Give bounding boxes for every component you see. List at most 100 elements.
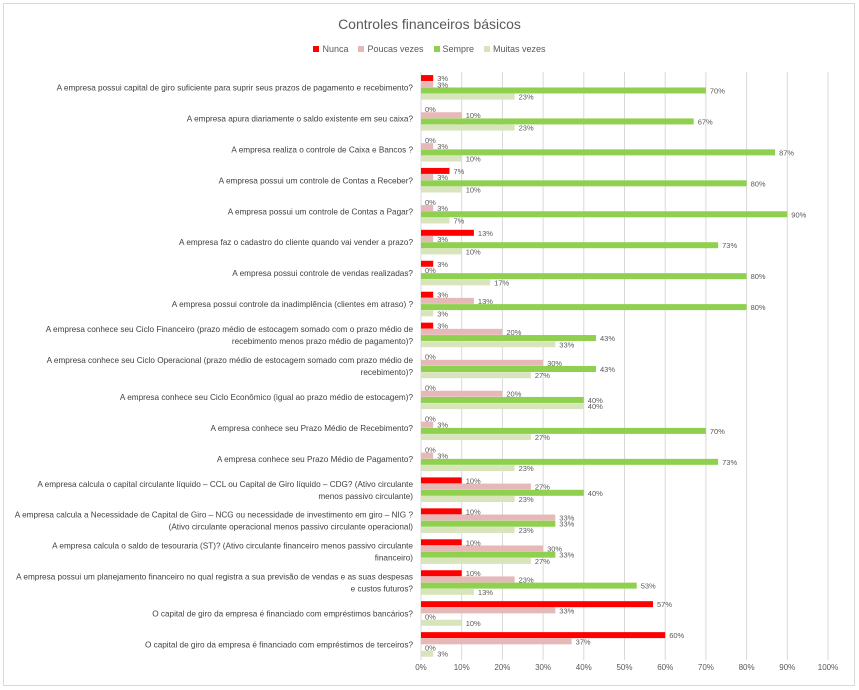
- bar-value-label-17-1: 33%: [559, 606, 574, 615]
- legend-label-1: Poucas vezes: [367, 44, 424, 54]
- x-tick-label-6: 60%: [657, 663, 673, 672]
- category-label-15-line-0: A empresa calcula o saldo de tesouraria …: [52, 542, 413, 551]
- chart-legend: Nunca Poucas vezes Sempre Muitas vezes: [0, 44, 859, 54]
- bar-value-label-7-1: 13%: [478, 297, 493, 306]
- bar-13-0: [421, 477, 462, 484]
- x-tick-label-1: 10%: [454, 663, 470, 672]
- bar-6-2: [421, 273, 747, 280]
- legend-swatch-0: [313, 46, 320, 52]
- bar-17-1: [421, 607, 556, 614]
- bar-value-label-5-3: 10%: [466, 247, 481, 256]
- bar-value-label-8-1: 20%: [506, 328, 521, 337]
- category-label-16-line-0: A empresa possui um planejamento finance…: [16, 573, 413, 582]
- bar-value-label-7-2: 80%: [751, 303, 766, 312]
- bar-value-label-13-1: 27%: [535, 483, 550, 492]
- bar-value-label-0-1: 3%: [437, 80, 448, 89]
- bar-8-2: [421, 335, 597, 342]
- bar-value-label-15-2: 33%: [559, 551, 574, 560]
- legend-item-1: Poucas vezes: [358, 44, 424, 54]
- category-label-3-line-0: A empresa possui um controle de Contas a…: [219, 176, 414, 185]
- bar-value-label-6-0: 3%: [437, 260, 448, 269]
- bar-5-2: [421, 242, 719, 249]
- bar-value-label-1-3: 23%: [519, 124, 534, 133]
- legend-swatch-2: [433, 46, 440, 52]
- category-label-0-line-0: A empresa possui capital de giro suficie…: [57, 83, 414, 92]
- bar-value-label-11-1: 3%: [437, 421, 448, 430]
- bar-7-3: [421, 310, 434, 317]
- bar-17-0: [421, 601, 653, 608]
- category-label-5-line-0: A empresa faz o cadastro do cliente quan…: [179, 238, 413, 247]
- category-label-17-line-0: O capital de giro da empresa é financiad…: [152, 610, 413, 619]
- bar-value-label-15-3: 27%: [535, 557, 550, 566]
- bar-4-2: [421, 211, 788, 218]
- category-label-6-line-0: A empresa possui controle de vendas real…: [232, 269, 413, 278]
- bar-7-1: [421, 297, 474, 304]
- category-label-9-line-0: A empresa conhece seu Ciclo Operacional …: [47, 356, 414, 365]
- bar-value-label-2-0: 0%: [425, 136, 436, 145]
- bar-value-label-11-0: 0%: [425, 414, 436, 423]
- category-label-16-line-1: e custos futuros?: [351, 585, 414, 594]
- bar-4-3: [421, 217, 450, 224]
- x-tick-label-2: 20%: [494, 663, 510, 672]
- bar-2-1: [421, 143, 434, 150]
- bar-value-label-13-3: 23%: [519, 495, 534, 504]
- bar-value-label-1-2: 67%: [698, 117, 713, 126]
- chart-frame: [3, 3, 855, 686]
- bar-0-2: [421, 87, 706, 94]
- category-label-8-line-0: A empresa conhece seu Ciclo Financeiro (…: [46, 325, 414, 334]
- category-label-10-line-0: A empresa conhece seu Ciclo Econômico (i…: [120, 393, 414, 402]
- legend-swatch-3: [484, 46, 491, 52]
- bar-value-label-1-1: 10%: [466, 111, 481, 120]
- bar-value-label-15-0: 10%: [466, 538, 481, 547]
- bar-5-3: [421, 248, 462, 255]
- bar-14-0: [421, 508, 462, 515]
- bar-12-1: [421, 452, 434, 459]
- bar-3-3: [421, 186, 462, 193]
- bar-14-3: [421, 526, 515, 533]
- bar-3-0: [421, 167, 450, 174]
- bar-11-2: [421, 427, 706, 434]
- bar-16-3: [421, 588, 474, 595]
- legend-item-0: Nunca: [313, 44, 348, 54]
- x-tick-label-3: 30%: [535, 663, 551, 672]
- bar-value-label-16-1: 23%: [519, 575, 534, 584]
- category-label-13-line-0: A empresa calcula o capital circulante l…: [37, 480, 413, 489]
- bar-value-label-14-1: 33%: [559, 514, 574, 523]
- bar-value-label-4-3: 7%: [453, 216, 464, 225]
- bar-8-3: [421, 341, 556, 348]
- bar-17-3: [421, 619, 462, 626]
- legend-item-2: Sempre: [433, 44, 475, 54]
- bar-value-label-2-2: 87%: [779, 148, 794, 157]
- bar-value-label-17-0: 57%: [657, 600, 672, 609]
- bar-15-3: [421, 557, 531, 564]
- legend-label-2: Sempre: [442, 44, 475, 54]
- bar-18-0: [421, 632, 666, 639]
- bar-value-label-16-0: 10%: [466, 569, 481, 578]
- bar-5-0: [421, 229, 474, 236]
- bar-value-label-0-3: 23%: [519, 93, 534, 102]
- bar-value-label-6-2: 80%: [751, 272, 766, 281]
- bar-10-1: [421, 390, 503, 397]
- bar-16-0: [421, 570, 462, 577]
- bar-value-label-0-2: 70%: [710, 86, 725, 95]
- bar-7-0: [421, 291, 434, 298]
- bar-value-label-17-2: 0%: [425, 613, 436, 622]
- x-tick-label-7: 70%: [698, 663, 714, 672]
- chart-title: Controles financeiros básicos: [338, 16, 521, 32]
- bar-value-label-3-1: 3%: [437, 173, 448, 182]
- bar-value-label-8-2: 43%: [600, 334, 615, 343]
- bar-value-label-3-0: 7%: [453, 167, 464, 176]
- x-tick-label-8: 80%: [739, 663, 755, 672]
- bar-value-label-2-1: 3%: [437, 142, 448, 151]
- category-label-18-line-0: O capital de giro da empresa é financiad…: [145, 641, 413, 650]
- x-tick-label-0: 0%: [415, 663, 427, 672]
- category-label-7-line-0: A empresa possui controle da inadimplênc…: [172, 300, 414, 309]
- category-label-2-line-0: A empresa realiza o controle de Caixa e …: [231, 145, 413, 154]
- bar-value-label-5-1: 3%: [437, 235, 448, 244]
- bar-2-2: [421, 149, 776, 156]
- bar-value-label-9-3: 27%: [535, 371, 550, 380]
- bar-value-label-4-2: 90%: [791, 210, 806, 219]
- bar-value-label-7-0: 3%: [437, 291, 448, 300]
- bar-10-3: [421, 403, 584, 410]
- bar-14-1: [421, 514, 556, 521]
